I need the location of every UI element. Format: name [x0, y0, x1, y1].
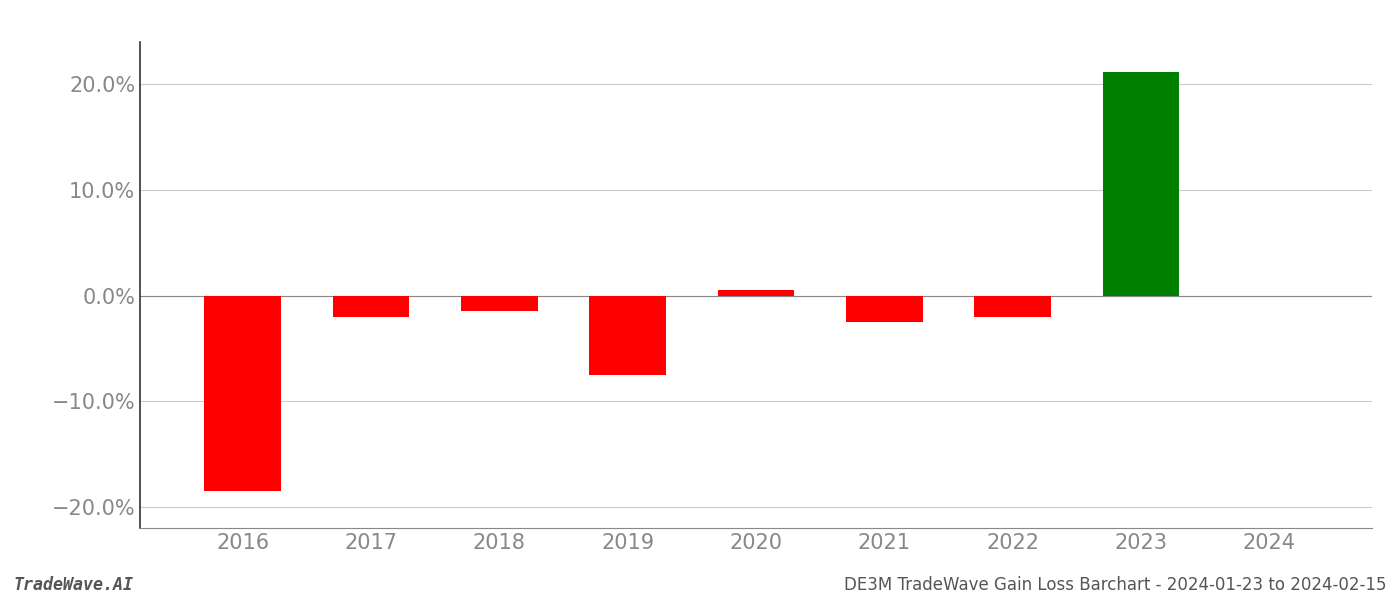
Bar: [461, 296, 538, 311]
Bar: [333, 296, 409, 317]
Bar: [846, 296, 923, 322]
Bar: [974, 296, 1051, 317]
Bar: [1103, 71, 1179, 296]
Bar: [204, 296, 281, 491]
Bar: [717, 290, 794, 296]
Text: DE3M TradeWave Gain Loss Barchart - 2024-01-23 to 2024-02-15: DE3M TradeWave Gain Loss Barchart - 2024…: [843, 576, 1386, 594]
Text: TradeWave.AI: TradeWave.AI: [14, 576, 134, 594]
Bar: [589, 296, 666, 375]
